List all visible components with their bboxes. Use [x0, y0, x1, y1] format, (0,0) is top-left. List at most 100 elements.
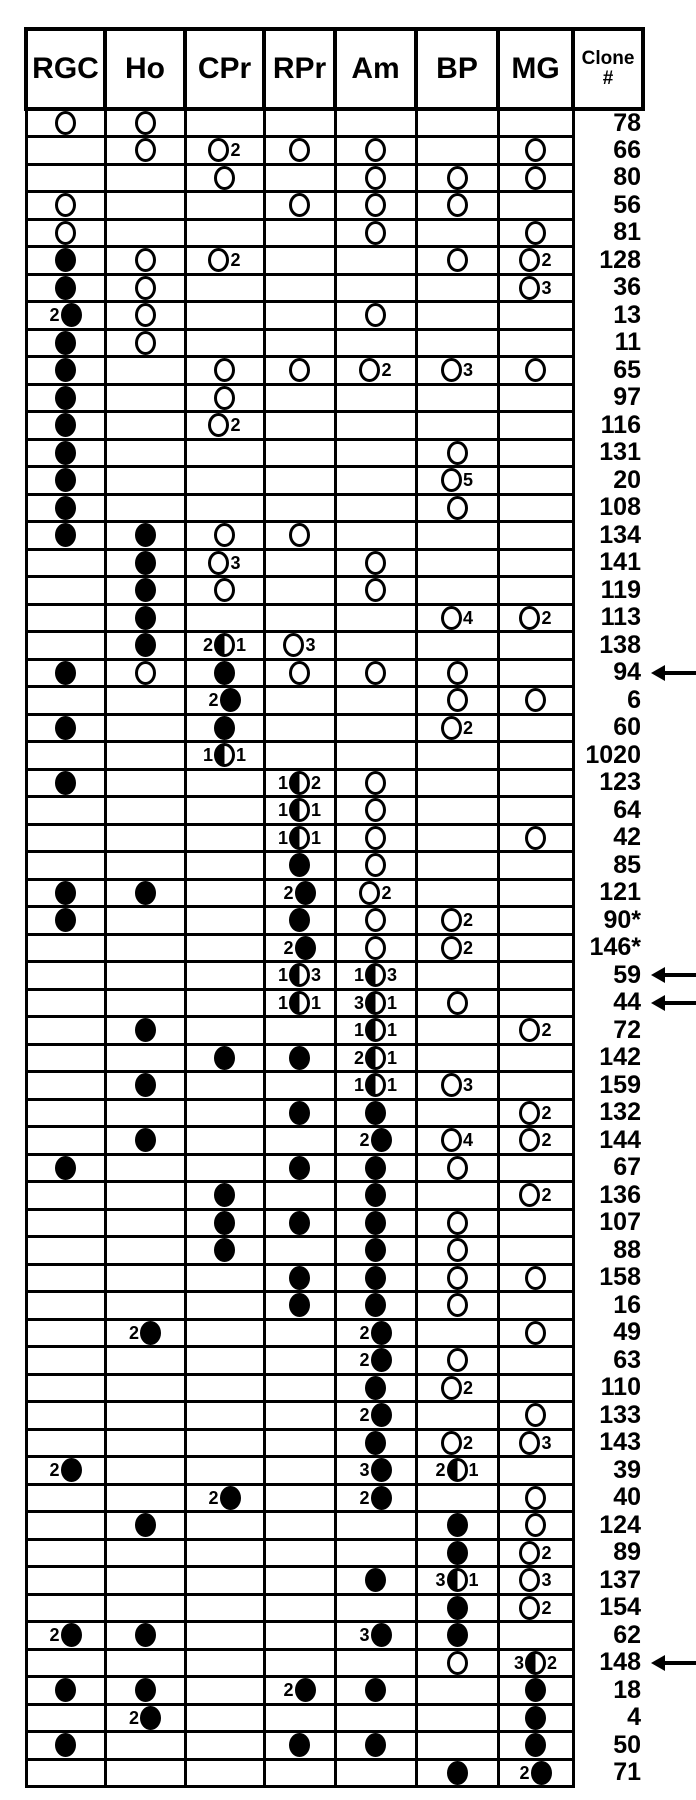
symbol-group	[365, 303, 386, 328]
clone-number: 119	[600, 575, 641, 604]
symbol-group	[289, 1210, 310, 1235]
cell-cpr	[183, 767, 266, 798]
cell-bp	[414, 1537, 500, 1568]
count-label-right: 2	[541, 1597, 552, 1618]
symbol-group	[446, 165, 468, 190]
open-circle-icon	[365, 550, 386, 575]
cell-ho	[103, 712, 187, 743]
symbol-group: 2	[129, 1705, 161, 1730]
symbol-group	[134, 1513, 156, 1538]
open-circle-icon	[359, 880, 381, 905]
filled-circle-icon	[530, 1760, 552, 1785]
symbol-group: 2	[359, 880, 392, 905]
clone-number: 138	[599, 630, 641, 659]
cell-mg: 3	[496, 1565, 575, 1596]
cell-ho	[103, 190, 187, 221]
filled-circle-icon	[365, 1100, 386, 1125]
cell-cpr	[183, 272, 266, 303]
cell-rpr	[262, 1235, 337, 1266]
clone-number: 56	[613, 190, 641, 219]
symbol-group	[446, 495, 468, 520]
table-row: 2 133	[24, 1400, 643, 1431]
cell-rgc	[24, 1262, 107, 1293]
cell-bp	[414, 1482, 500, 1513]
cell-mg	[496, 1345, 575, 1376]
symbol-group: 2	[519, 1540, 552, 1565]
filled-circle-icon	[134, 578, 156, 603]
open-circle-icon	[365, 578, 386, 603]
cell-bp: 3	[414, 1070, 500, 1101]
symbol-group: 2	[519, 1760, 552, 1785]
filled-circle-icon	[219, 1485, 241, 1510]
count-label-right: 1	[236, 745, 247, 766]
filled-circle-icon	[214, 660, 235, 685]
symbol-group	[134, 660, 156, 685]
cell-mg	[496, 410, 575, 441]
cell-bp	[414, 657, 500, 688]
table-row: 3 1 3 137	[24, 1565, 643, 1596]
cell-rgc	[24, 1730, 107, 1761]
clone-number-cell: 72	[573, 1017, 643, 1045]
filled-circle-icon	[289, 1210, 310, 1235]
open-circle-icon	[134, 248, 156, 273]
cell-rgc	[24, 960, 107, 991]
clone-number-cell: 1020	[573, 742, 643, 770]
count-label-left: 1	[353, 1020, 364, 1041]
symbol-group	[525, 688, 546, 713]
symbol-group: 2	[208, 248, 241, 273]
cell-mg	[496, 492, 575, 523]
clone-number-cell: 121	[573, 879, 643, 907]
symbol-group: 2	[440, 1430, 473, 1455]
cell-am	[333, 135, 418, 166]
table-row: 2 3 2 1 39	[24, 1455, 643, 1486]
open-circle-icon	[214, 523, 235, 548]
cell-ho	[103, 822, 187, 853]
clone-number-cell: 63	[573, 1347, 643, 1375]
cell-rgc	[24, 327, 107, 358]
cell-rpr	[262, 465, 337, 496]
cell-bp	[414, 327, 500, 358]
cell-cpr	[183, 1125, 266, 1156]
cell-cpr	[183, 1620, 266, 1651]
count-label-right: 2	[462, 937, 473, 958]
open-circle-icon	[134, 138, 156, 163]
cell-rpr	[262, 1620, 337, 1651]
symbol-group: 2	[283, 1678, 316, 1703]
count-label-left: 2	[353, 1047, 364, 1068]
cell-mg: 2	[496, 1125, 575, 1156]
cell-rgc	[24, 107, 107, 138]
cell-cpr	[183, 822, 266, 853]
clone-number: 124	[599, 1510, 641, 1539]
open-circle-icon	[446, 990, 468, 1015]
filled-circle-icon	[365, 1293, 386, 1318]
cell-cpr	[183, 1345, 266, 1376]
open-circle-icon	[446, 1155, 468, 1180]
filled-circle-icon	[525, 1678, 546, 1703]
cell-bp	[414, 135, 500, 166]
cell-ho	[103, 1372, 187, 1403]
clone-number-cell: 131	[573, 439, 643, 467]
left-arrow-icon	[650, 664, 696, 681]
symbol-group	[365, 770, 386, 795]
filled-circle-icon	[365, 1733, 386, 1758]
cell-rgc	[24, 245, 107, 276]
table-row: 56	[24, 190, 643, 221]
symbol-group: 4	[440, 1128, 473, 1153]
count-label-left: 3	[359, 1460, 370, 1481]
filled-circle-icon	[214, 1238, 235, 1263]
cell-mg: 2	[496, 1592, 575, 1623]
left-arrow-icon	[650, 1654, 696, 1671]
symbol-group	[134, 1073, 156, 1098]
count-label-right: 2	[541, 1102, 552, 1123]
cell-bp	[414, 630, 500, 661]
cell-rpr	[262, 520, 337, 551]
clone-number: 141	[599, 548, 641, 577]
symbol-group	[214, 1238, 235, 1263]
symbol-group	[365, 1210, 386, 1235]
cell-mg	[496, 217, 575, 248]
cell-ho	[103, 1482, 187, 1513]
clone-number: 121	[599, 878, 641, 907]
cell-rgc	[24, 1647, 107, 1678]
